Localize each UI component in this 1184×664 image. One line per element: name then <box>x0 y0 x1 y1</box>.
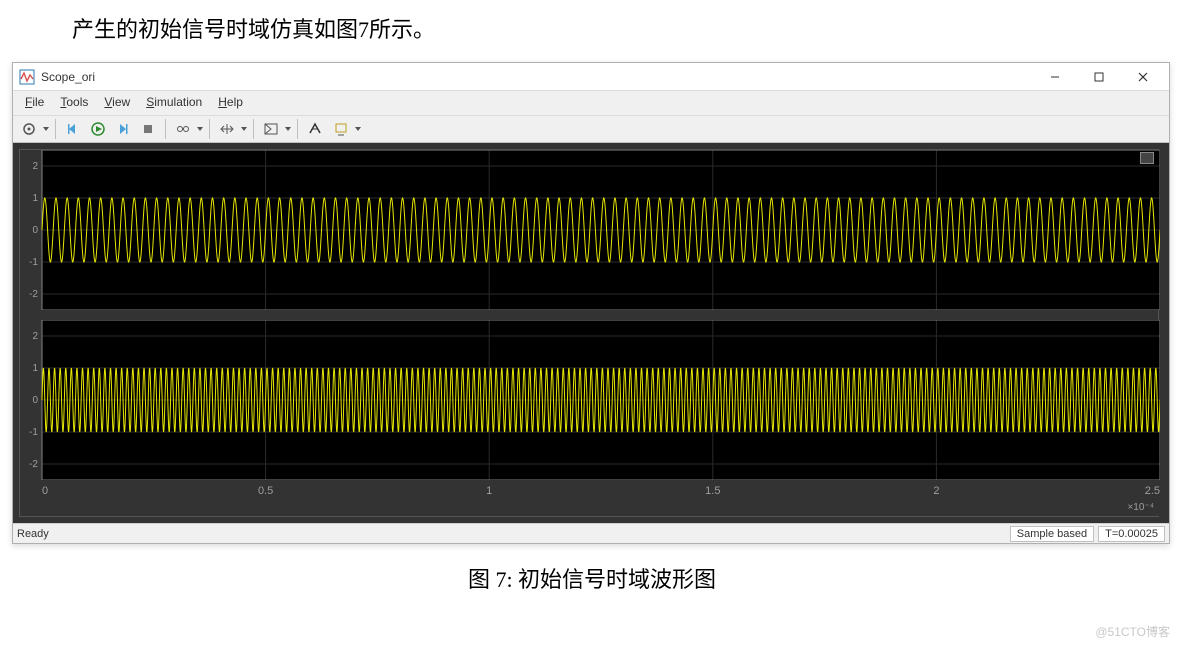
titlebar: Scope_ori <box>13 63 1169 91</box>
menubar: FileToolsViewSimulationHelp <box>13 91 1169 116</box>
dropdown-icon[interactable] <box>354 125 362 133</box>
watermark: @51CTO博客 <box>1095 623 1170 640</box>
run-button[interactable] <box>86 118 110 140</box>
menu-file[interactable]: File <box>19 93 50 111</box>
panel-gap <box>20 310 1158 320</box>
intro-text: 产生的初始信号时域仿真如图7所示。 <box>72 12 1184 44</box>
svg-text:-1: -1 <box>29 427 38 438</box>
menu-simulation[interactable]: Simulation <box>140 93 208 111</box>
status-mode: Sample based <box>1010 526 1094 542</box>
svg-text:2: 2 <box>32 331 38 342</box>
toolbar-separator <box>55 119 56 139</box>
toolbar-separator <box>209 119 210 139</box>
dropdown-icon[interactable] <box>240 125 248 133</box>
status-ready: Ready <box>17 528 1006 540</box>
figure-caption: 图 7: 初始信号时域波形图 <box>0 562 1184 594</box>
svg-text:-2: -2 <box>29 289 38 300</box>
svg-text:2: 2 <box>32 161 38 172</box>
svg-text:1.5: 1.5 <box>705 485 720 497</box>
cursor-button[interactable] <box>171 118 195 140</box>
statusbar: Ready Sample based T=0.00025 <box>13 523 1169 543</box>
dropdown-icon[interactable] <box>284 125 292 133</box>
toolbar-separator <box>253 119 254 139</box>
measurements-button[interactable] <box>303 118 327 140</box>
window-controls <box>1033 63 1165 91</box>
toolbar-separator <box>297 119 298 139</box>
minimize-button[interactable] <box>1033 63 1077 91</box>
svg-text:1: 1 <box>486 485 492 497</box>
svg-text:×10⁻⁴: ×10⁻⁴ <box>1127 502 1154 513</box>
x-axis: 0 0.5 1 1.5 2 2.5 ×10⁻⁴ <box>20 480 1160 516</box>
stop-button[interactable] <box>136 118 160 140</box>
svg-text:0: 0 <box>32 225 38 236</box>
scope-panel[interactable]: -2 -1 0 1 2 <box>20 320 1160 480</box>
close-button[interactable] <box>1121 63 1165 91</box>
status-time: T=0.00025 <box>1098 526 1165 542</box>
svg-text:1: 1 <box>32 193 38 204</box>
toolbar-separator <box>165 119 166 139</box>
print-button[interactable] <box>17 118 41 140</box>
svg-text:0.5: 0.5 <box>258 485 273 497</box>
step-back-button[interactable] <box>61 118 85 140</box>
scope-plot-area: -2 -1 0 1 2 -2 -1 0 1 2 0 0.5 1 1.5 2 2.5 ×10⁻⁴ <box>13 143 1169 523</box>
autoscale-button[interactable] <box>259 118 283 140</box>
window-title: Scope_ori <box>41 70 1033 84</box>
dropdown-icon[interactable] <box>196 125 204 133</box>
toolbar <box>13 116 1169 143</box>
svg-text:2.5: 2.5 <box>1145 485 1160 497</box>
scope-panel[interactable]: -2 -1 0 1 2 <box>20 150 1160 310</box>
svg-text:-2: -2 <box>29 459 38 470</box>
svg-text:1: 1 <box>32 363 38 374</box>
zoom-button[interactable] <box>215 118 239 140</box>
menu-view[interactable]: View <box>98 93 136 111</box>
highlight-button[interactable] <box>329 118 353 140</box>
maximize-button[interactable] <box>1077 63 1121 91</box>
svg-text:-1: -1 <box>29 257 38 268</box>
scope-window: Scope_ori FileToolsViewSimulationHelp <box>12 62 1170 544</box>
dropdown-icon[interactable] <box>42 125 50 133</box>
svg-text:0: 0 <box>42 485 48 497</box>
step-forward-button[interactable] <box>111 118 135 140</box>
panel-maximize-icon[interactable] <box>1140 152 1154 164</box>
scope-canvas: -2 -1 0 1 2 -2 -1 0 1 2 0 0.5 1 1.5 2 2.5 ×10⁻⁴ <box>19 149 1159 517</box>
svg-text:2: 2 <box>933 485 939 497</box>
svg-text:0: 0 <box>32 395 38 406</box>
menu-tools[interactable]: Tools <box>54 93 94 111</box>
app-icon <box>19 69 35 85</box>
menu-help[interactable]: Help <box>212 93 249 111</box>
